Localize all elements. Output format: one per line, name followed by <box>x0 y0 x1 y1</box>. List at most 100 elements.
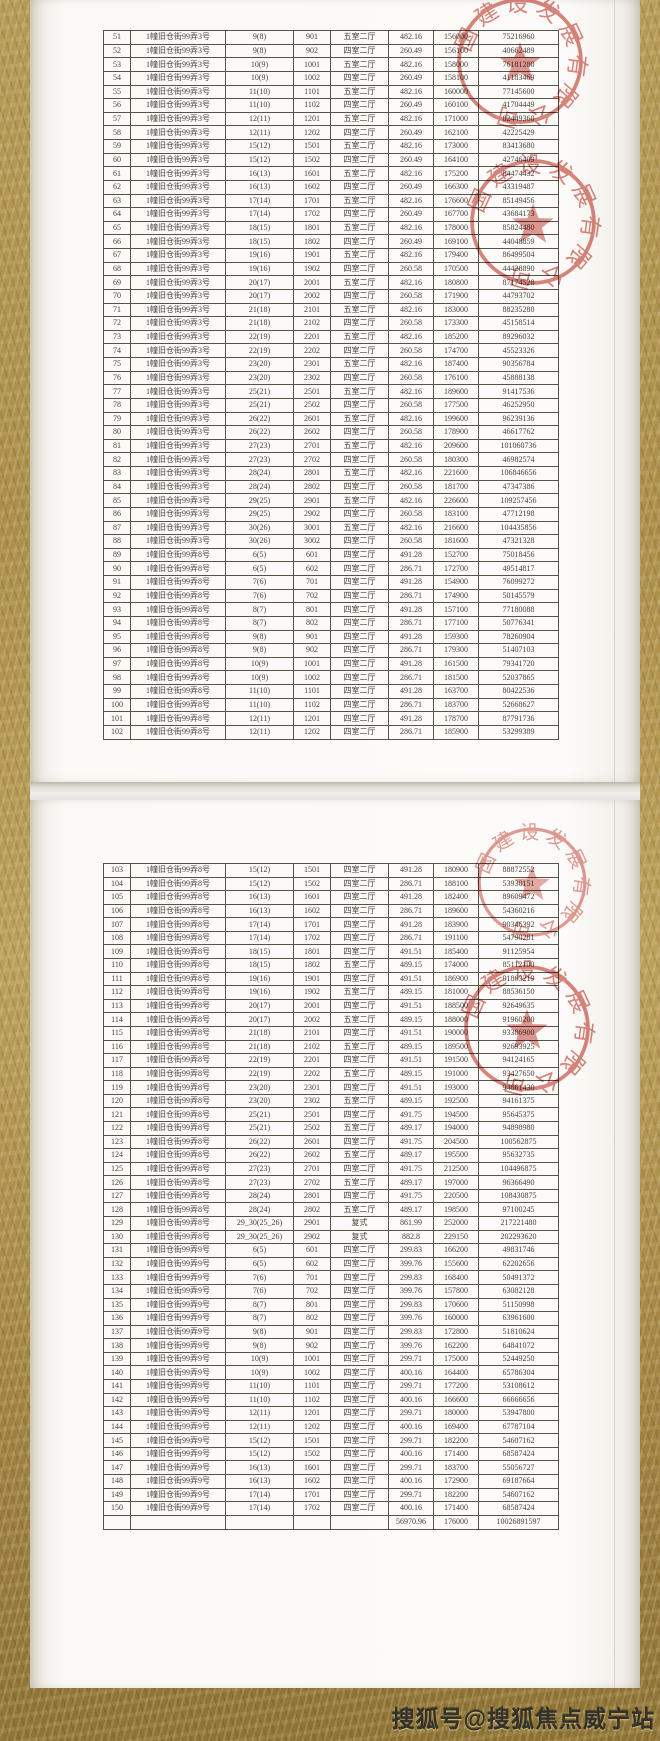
table-cell: 62 <box>103 179 131 195</box>
table-cell: 五室二厅 <box>330 248 389 263</box>
table-cell: 85 <box>103 493 131 508</box>
table-cell: 157100 <box>433 602 479 617</box>
table-cell: 17(14) <box>225 193 294 209</box>
table-cell: 10(9) <box>225 1351 294 1367</box>
table-cell: 71 <box>103 302 131 318</box>
table-cell: 78 <box>103 397 131 413</box>
table-cell: 701 <box>293 575 331 590</box>
table-cell: 160000 <box>433 1311 479 1326</box>
page-edge-line <box>614 0 615 782</box>
table-cell: 482.16 <box>388 166 434 181</box>
table-cell: 2202 <box>293 343 331 358</box>
table-cell: 491.51 <box>388 971 434 987</box>
table-cell: 1202 <box>293 125 331 140</box>
table-cell: 77180088 <box>478 602 559 617</box>
table-cell: 180300 <box>433 452 479 467</box>
table-cell: 181000 <box>433 985 479 1000</box>
table-cell: 五室二厅 <box>330 220 389 236</box>
table-cell: 144 <box>103 1419 131 1435</box>
table-cell: 147 <box>103 1460 131 1476</box>
table-cell: 1幢旧仓街99弄3号 <box>130 397 226 413</box>
table-cell: 99 <box>103 684 131 699</box>
table-row: 87 1幢旧仓街99弄3号 30(26) 3001 五室二厅 482.16 216600 10… <box>103 520 559 536</box>
table-cell: 21(18) <box>225 316 294 331</box>
table-cell: 五室二厅 <box>330 493 389 508</box>
table-cell: 1幢旧仓街99弄3号 <box>130 288 226 304</box>
table-cell: 286.71 <box>388 903 434 919</box>
table-cell: 168400 <box>433 1270 479 1285</box>
table-cell: 四室二厅 <box>330 152 389 168</box>
table-cell: 10(9) <box>225 656 294 672</box>
table-cell: 10026891597 <box>478 1514 559 1531</box>
table-cell: 49831746 <box>478 1243 559 1258</box>
table-cell: 158000 <box>433 57 479 72</box>
table-cell: 四室二厅 <box>330 452 389 467</box>
table-cell: 198500 <box>433 1202 479 1218</box>
table-cell: 1501 <box>293 863 331 878</box>
table-cell: 五室二厅 <box>330 520 389 536</box>
table-cell: 43319487 <box>478 179 559 195</box>
table-cell: 92 <box>103 588 131 604</box>
table-cell: 1幢旧仓街99弄8号 <box>130 1175 226 1190</box>
table-row: 150 1幢旧仓街99弄9号 17(14) 1702 四室二厅 400.16 171400 6… <box>103 1501 559 1516</box>
table-cell: 15(12) <box>225 152 294 168</box>
document-page-2: 103 1幢旧仓街99弄8号 15(12) 1501 四室二厅 491.28 180900 8… <box>30 800 640 1688</box>
table-cell: 20(17) <box>225 288 294 304</box>
table-cell: 142 <box>103 1392 131 1408</box>
sohu-watermark-text: 搜狐号@搜狐焦点威宁站 <box>391 1706 655 1732</box>
table-cell: 1幢旧仓街99弄9号 <box>130 1270 226 1285</box>
table-cell: 53 <box>103 57 131 72</box>
table-cell: 1幢旧仓街99弄8号 <box>130 876 226 892</box>
table-row: 85 1幢旧仓街99弄3号 29(25) 2901 五室二厅 482.16 226600 10… <box>103 493 559 508</box>
table-cell: 2802 <box>293 479 331 495</box>
table-cell: 187400 <box>433 357 479 372</box>
table-cell: 四室二厅 <box>330 1270 389 1285</box>
table-cell: 171000 <box>433 111 479 127</box>
table-cell: 1801 <box>293 944 331 960</box>
table-cell: 四室二厅 <box>330 1297 389 1313</box>
table-cell: 22(19) <box>225 343 294 358</box>
table-row: 52 1幢旧仓街99弄3号 9(8) 902 四室二厅 260.49 156100 40662… <box>103 43 559 59</box>
table-cell: 四室二厅 <box>330 903 389 919</box>
table-row: 108 1幢旧仓街99弄8号 17(14) 1702 四室二厅 286.71 191100 5… <box>103 930 559 946</box>
table-cell: 26(22) <box>225 425 294 440</box>
table-cell: 97 <box>103 656 131 672</box>
table-cell: 1幢旧仓街99弄3号 <box>130 248 226 263</box>
table-cell: 90356784 <box>478 357 559 372</box>
table-cell: 188100 <box>433 876 479 892</box>
table-cell: 23(20) <box>225 370 294 386</box>
table-cell: 175000 <box>433 1351 479 1367</box>
table-cell: 7(6) <box>225 575 294 590</box>
table-cell: 1幢旧仓街99弄8号 <box>130 1066 226 1082</box>
table-cell: 2501 <box>293 384 331 399</box>
table-cell: 26(22) <box>225 411 294 427</box>
table-row: 144 1幢旧仓街99弄9号 12(11) 1202 四室二厅 400.16 169400 6… <box>103 1419 559 1435</box>
table-cell: 195500 <box>433 1148 479 1163</box>
table-cell: 30(26) <box>225 520 294 536</box>
table-row: 128 1幢旧仓街99弄8号 28(24) 2802 五室二厅 489.17 198500 9… <box>103 1202 559 1218</box>
table-cell: 四室二厅 <box>330 1419 389 1435</box>
table-row: 96 1幢旧仓街99弄8号 9(8) 902 四室二厅 286.71 179300 51407… <box>103 643 559 658</box>
table-cell: 四室二厅 <box>330 561 389 576</box>
table-cell: 108 <box>103 930 131 946</box>
table-cell: 11(10) <box>225 697 294 713</box>
table-cell: 1602 <box>293 1474 331 1489</box>
table-cell: 四室二厅 <box>330 1474 389 1489</box>
table-cell: 103 <box>103 863 131 878</box>
table-cell: 8(7) <box>225 602 294 617</box>
table-cell: 260.49 <box>388 234 434 249</box>
table-cell: 9(8) <box>225 629 294 645</box>
table-cell: 四室二厅 <box>330 1392 389 1408</box>
table-cell: 四室二厅 <box>330 288 389 304</box>
table-cell: 216600 <box>433 520 479 536</box>
table-cell: 482.16 <box>388 466 434 481</box>
table-cell: 1幢旧仓街99弄8号 <box>130 547 226 563</box>
table-cell: 五室二厅 <box>330 139 389 154</box>
table-cell: 12(11) <box>225 111 294 127</box>
table-cell: 1幢旧仓街99弄3号 <box>130 193 226 209</box>
table-cell: 76 <box>103 370 131 386</box>
table-cell: 174900 <box>433 588 479 604</box>
table-row: 117 1幢旧仓街99弄8号 22(19) 2201 四室二厅 491.51 191500 9… <box>103 1053 559 1068</box>
table-cell: 286.71 <box>388 643 434 658</box>
table-cell: 1幢旧仓街99弄8号 <box>130 958 226 973</box>
